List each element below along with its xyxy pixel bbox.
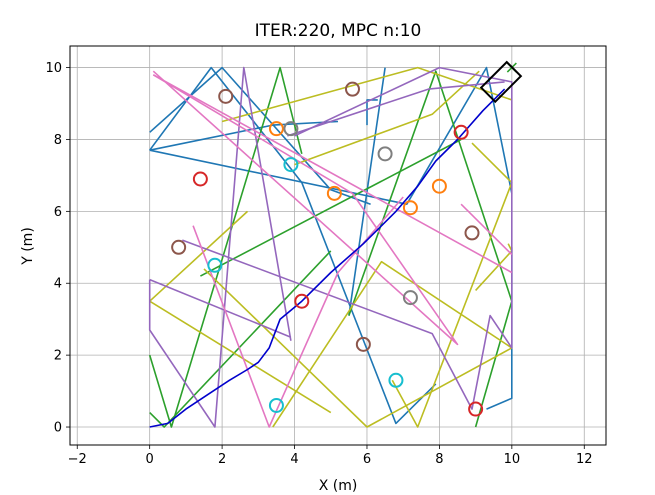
obstacle-circle — [402, 290, 418, 306]
y-axis-label: Y (m) — [20, 227, 36, 266]
x-axis-label: X (m) — [319, 478, 358, 494]
obstacle-circle — [377, 146, 393, 162]
obstacle-circle — [268, 397, 284, 413]
x-tick-label: 6 — [363, 452, 371, 467]
obstacle-circle — [402, 200, 418, 216]
y-tick-label: 0 — [54, 421, 62, 436]
obstacle-path-line — [182, 66, 513, 410]
obstacle-circle — [468, 401, 484, 417]
obstacle-circle — [431, 178, 447, 194]
obstacle-path-line — [149, 278, 292, 338]
robot-path-line — [149, 88, 506, 428]
obstacle-path-line — [366, 99, 378, 126]
obstacle-circle — [453, 124, 469, 140]
obstacle-path-line — [192, 196, 404, 428]
y-axis: 0 2 4 6 8 10 — [45, 61, 70, 436]
x-tick-label: −2 — [68, 452, 87, 467]
obstacle-circle — [388, 372, 404, 388]
x-tick-label: 0 — [146, 452, 154, 467]
obstacle-circle — [464, 225, 480, 241]
y-tick-label: 10 — [45, 61, 62, 76]
obstacle-path-line — [391, 142, 513, 428]
obstacle-path-line — [287, 81, 505, 137]
obstacle-circle — [207, 257, 223, 273]
vehicle-body — [479, 60, 523, 104]
plot-frame — [69, 45, 607, 446]
robot-path — [149, 88, 506, 428]
x-tick-label: 2 — [218, 452, 226, 467]
obstacle-circle — [171, 239, 187, 255]
obstacle-circle — [192, 171, 208, 187]
x-tick-label: 4 — [290, 452, 298, 467]
x-axis: −2 0 2 4 6 8 10 12 — [68, 445, 593, 467]
obstacle-circle — [283, 121, 299, 137]
obstacle-path-line — [221, 66, 513, 123]
obstacle-path-line — [200, 138, 462, 277]
y-tick-label: 2 — [54, 349, 62, 364]
obstacle-circle — [268, 121, 284, 137]
x-tick-label: 8 — [435, 452, 443, 467]
obstacle-path-line — [149, 120, 339, 151]
obstacle-path-line — [149, 300, 332, 414]
obstacle-path-line — [152, 74, 513, 274]
obstacle-path-line — [460, 203, 513, 256]
obstacle-circle — [344, 81, 360, 97]
obstacle-circle — [283, 157, 299, 173]
obstacle-path-line — [149, 66, 513, 205]
obstacle-path-line — [149, 250, 332, 428]
goal-and-vehicle — [479, 60, 523, 104]
obstacle-paths — [148, 66, 513, 428]
obstacle-circle — [326, 185, 342, 201]
obstacle-path-line — [148, 66, 292, 428]
obstacle-circle — [355, 336, 371, 352]
obstacle-circle — [294, 293, 310, 309]
chart-title: ITER:220, MPC n:10 — [255, 21, 422, 41]
y-tick-label: 6 — [54, 205, 62, 220]
obstacle-path-line — [348, 67, 386, 316]
obstacle-circle — [218, 88, 234, 104]
x-tick-label: 10 — [504, 452, 521, 467]
y-tick-label: 8 — [54, 133, 62, 148]
obstacle-path-line — [152, 70, 459, 346]
obstacle-markers — [171, 81, 484, 417]
obstacle-path-line — [148, 66, 303, 428]
x-tick-label: 12 — [576, 452, 593, 467]
obstacle-path-line — [348, 70, 513, 428]
y-tick-label: 4 — [54, 277, 62, 292]
